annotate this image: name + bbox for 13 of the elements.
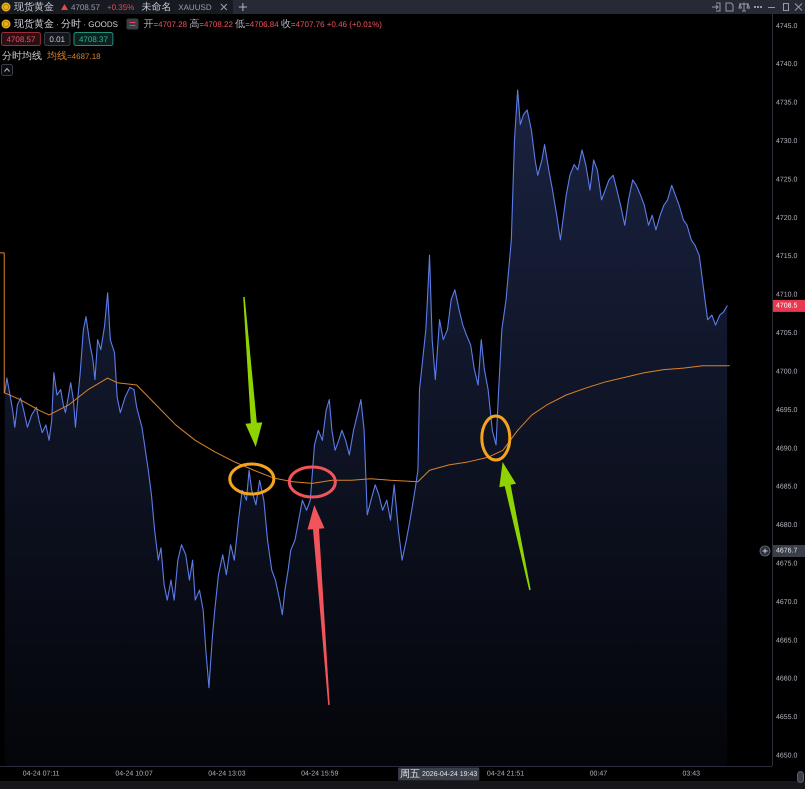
- text: 4708.57: [71, 2, 100, 12]
- text: 开=4707.28 高=4708.22 低=4706.84 收=4707.76 +0.46 (+0.01%): [143, 18, 382, 30]
- text: 分时均线: [2, 50, 42, 62]
- text: 现货黄金: [14, 0, 54, 12]
- annotation: 均线=4687.18: [46, 50, 102, 62]
- text: XAUUSD: [178, 2, 212, 12]
- text: 未命名: [141, 0, 172, 12]
- annotation: 4708.37: [78, 34, 108, 44]
- line-series: [0, 252, 730, 484]
- text: +0.35%: [106, 2, 134, 12]
- annotation: 4708.57: [6, 34, 36, 44]
- text: 现货黄金 · 分时 · GOODS: [14, 18, 118, 30]
- annotation: 0.01: [49, 34, 66, 44]
